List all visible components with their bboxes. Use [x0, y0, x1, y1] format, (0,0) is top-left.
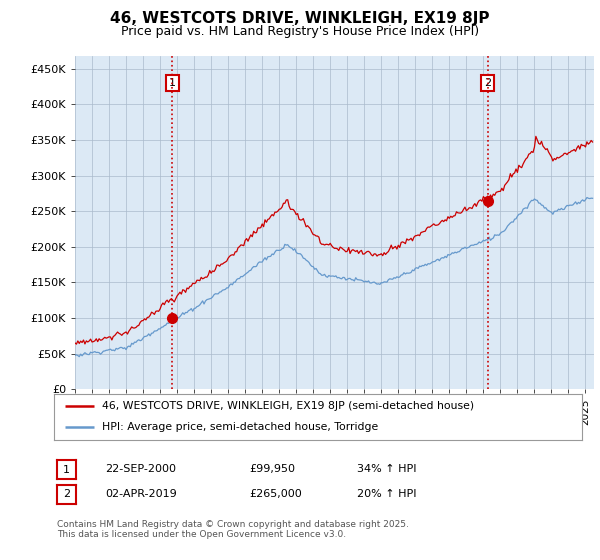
Text: 22-SEP-2000: 22-SEP-2000 — [105, 464, 176, 474]
Text: £99,950: £99,950 — [249, 464, 295, 474]
Text: 2: 2 — [484, 78, 491, 88]
Text: HPI: Average price, semi-detached house, Torridge: HPI: Average price, semi-detached house,… — [101, 422, 378, 432]
Text: 46, WESTCOTS DRIVE, WINKLEIGH, EX19 8JP (semi-detached house): 46, WESTCOTS DRIVE, WINKLEIGH, EX19 8JP … — [101, 401, 473, 411]
Text: Contains HM Land Registry data © Crown copyright and database right 2025.
This d: Contains HM Land Registry data © Crown c… — [57, 520, 409, 539]
Text: 46, WESTCOTS DRIVE, WINKLEIGH, EX19 8JP: 46, WESTCOTS DRIVE, WINKLEIGH, EX19 8JP — [110, 11, 490, 26]
Text: Price paid vs. HM Land Registry's House Price Index (HPI): Price paid vs. HM Land Registry's House … — [121, 25, 479, 38]
Text: 1: 1 — [169, 78, 176, 88]
Text: 20% ↑ HPI: 20% ↑ HPI — [357, 489, 416, 499]
Text: 34% ↑ HPI: 34% ↑ HPI — [357, 464, 416, 474]
Text: £265,000: £265,000 — [249, 489, 302, 499]
Text: 02-APR-2019: 02-APR-2019 — [105, 489, 177, 499]
Text: 2: 2 — [63, 489, 70, 500]
Text: 1: 1 — [63, 465, 70, 475]
